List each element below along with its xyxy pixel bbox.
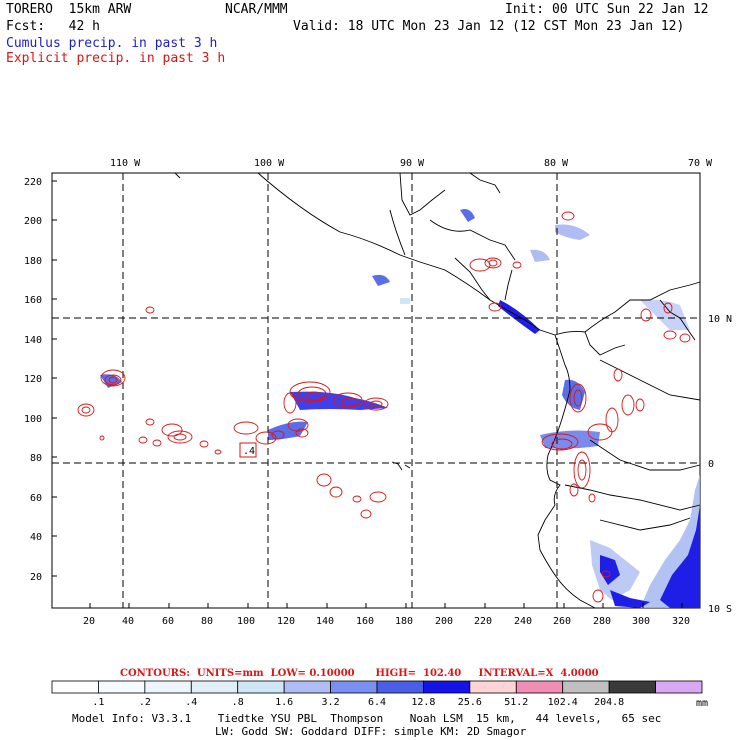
max-value-label: .4 <box>243 446 255 457</box>
x-tick-label: 220 <box>474 616 492 627</box>
y-tick-label: 180 <box>24 256 42 267</box>
x-tick-label: 200 <box>435 616 453 627</box>
colorbar-label: 204.8 <box>594 697 625 708</box>
lat-label: 0 <box>708 459 714 470</box>
model-title: TORERO 15km ARW <box>6 2 132 17</box>
y-tick-label: 160 <box>24 295 42 306</box>
colorbar-label: 12.8 <box>411 697 436 708</box>
colorbar-swatch <box>98 680 146 694</box>
y-tick-label: 60 <box>30 493 42 504</box>
colorbar-swatch <box>376 680 424 694</box>
colorbar-swatch <box>330 680 378 694</box>
x-axis: 20 40 60 80 100 120 140 160 180 200 220 … <box>83 603 690 627</box>
y-tick-label: 40 <box>30 532 42 543</box>
y-tick-label: 20 <box>30 572 42 583</box>
y-tick-label: 200 <box>24 216 42 227</box>
colorbar-label: .1 <box>92 697 105 708</box>
x-tick-label: 260 <box>553 616 571 627</box>
lon-label: 80 W <box>544 158 569 169</box>
map-frame <box>51 172 701 609</box>
init-time: Init: 00 UTC Sun 22 Jan 12 <box>505 2 709 17</box>
x-tick-label: 40 <box>122 616 134 627</box>
field-explicit-label: Explicit precip. in past 3 h <box>6 51 226 66</box>
x-tick-label: 300 <box>632 616 650 627</box>
colorbar-swatch <box>144 680 192 694</box>
colorbar-label: 102.4 <box>547 697 578 708</box>
colorbar-label: 3.2 <box>321 697 340 708</box>
x-tick-label: 100 <box>237 616 255 627</box>
valid-time: Valid: 18 UTC Mon 23 Jan 12 (12 CST Mon … <box>293 19 685 34</box>
lon-label: 110 W <box>110 158 141 169</box>
coastlines <box>174 172 701 609</box>
model-info: Model Info: V3.3.1 Tiedtke YSU PBL Thomp… <box>72 712 662 725</box>
x-tick-label: 120 <box>277 616 295 627</box>
lon-label: 100 W <box>254 158 285 169</box>
max-value-box <box>239 442 257 458</box>
colorbar-label: .8 <box>231 697 244 708</box>
colorbar-swatch <box>51 680 99 694</box>
field-cumulus-label: Cumulus precip. in past 3 h <box>6 36 218 51</box>
lon-label: 90 W <box>400 158 425 169</box>
colorbar-swatch <box>283 680 331 694</box>
x-tick-label: 20 <box>83 616 95 627</box>
lat-lon-grid <box>52 173 700 608</box>
y-tick-label: 100 <box>24 414 42 425</box>
lon-label: 70 W <box>688 158 713 169</box>
x-tick-label: 280 <box>593 616 611 627</box>
center-label: NCAR/MMM <box>225 2 288 17</box>
colorbar-swatch <box>655 680 703 694</box>
colorbar-swatch <box>469 680 517 694</box>
colorbar-swatch <box>423 680 471 694</box>
y-tick-label: 120 <box>24 374 42 385</box>
x-tick-label: 320 <box>672 616 690 627</box>
colorbar-label: .4 <box>185 697 198 708</box>
x-tick-label: 60 <box>162 616 174 627</box>
x-tick-label: 240 <box>514 616 532 627</box>
y-axis: 220 200 180 160 140 120 100 80 60 40 20 <box>24 177 57 583</box>
colorbar-label: 1.6 <box>275 697 294 708</box>
physics-info: LW: Godd SW: Goddard DIFF: simple KM: 2D… <box>215 725 527 738</box>
contours-info: CONTOURS: UNITS=mm LOW= 0.10000 HIGH= 10… <box>120 668 599 679</box>
y-tick-label: 140 <box>24 335 42 346</box>
forecast-hour: Fcst: 42 h <box>6 19 100 34</box>
x-tick-label: 80 <box>201 616 213 627</box>
colorbar-swatch <box>190 680 239 694</box>
x-tick-label: 180 <box>395 616 413 627</box>
colorbar-label: 6.4 <box>367 697 387 708</box>
colorbar <box>51 680 703 694</box>
colorbar-label: 51.2 <box>504 697 529 708</box>
y-tick-label: 220 <box>24 177 42 188</box>
y-tick-label: 80 <box>30 453 42 464</box>
colorbar-swatch <box>515 680 564 694</box>
x-tick-label: 160 <box>356 616 374 627</box>
x-tick-label: 140 <box>316 616 334 627</box>
lat-label: 10 S <box>708 604 732 615</box>
colorbar-swatch <box>562 680 610 694</box>
colorbar-swatch <box>608 680 656 694</box>
explicit-precip-contours <box>77 211 691 603</box>
lat-label: 10 N <box>708 314 732 325</box>
colorbar-swatch <box>237 680 285 694</box>
colorbar-unit: mm <box>696 698 708 709</box>
colorbar-label: .2 <box>138 697 151 708</box>
colorbar-label: 25.6 <box>457 697 482 708</box>
